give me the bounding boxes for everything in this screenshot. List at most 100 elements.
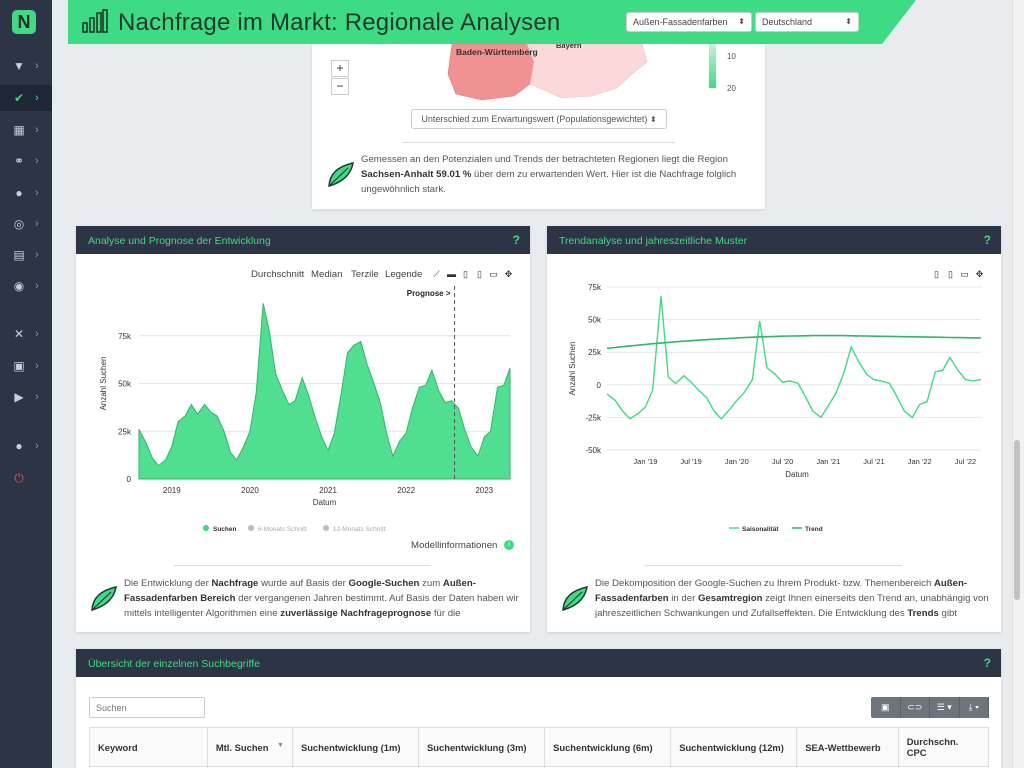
toggle-view-icon[interactable]: ⊂⊃: [901, 697, 930, 718]
divider: [174, 565, 431, 566]
chevron-right-icon: ›: [35, 124, 39, 136]
toolbar-tertiles[interactable]: Terzile: [351, 269, 379, 280]
toolbar-average[interactable]: Durchschnitt: [251, 269, 305, 280]
table-header-cell[interactable]: Suchentwicklung (12m): [670, 727, 798, 767]
category-select[interactable]: Außen-Fassadenfarben ⬍: [626, 12, 752, 32]
pdf-icon[interactable]: ▯: [463, 269, 468, 279]
help-icon[interactable]: ?: [512, 233, 520, 247]
sidebar-item-filter[interactable]: ▼ ›: [0, 53, 52, 79]
y-axis-label: Anzahl Suchen: [568, 342, 577, 396]
pdf-icon[interactable]: ▯: [934, 269, 939, 279]
sidebar-item-eye[interactable]: ◉ ›: [0, 273, 52, 299]
y-tick-label: 0: [597, 381, 602, 390]
forecast-chart[interactable]: 0 25k 50k 75k 2019 2020 2021 2022 2023 Prognose >…: [76, 282, 530, 542]
sidebar-item-tools[interactable]: ✕ ›: [0, 321, 52, 347]
help-icon[interactable]: ?: [983, 233, 991, 247]
sidebar-item-users[interactable]: ⚭ ›: [0, 148, 52, 174]
file-icon[interactable]: ▯: [477, 269, 482, 279]
map-zoom-out-button[interactable]: −: [331, 78, 349, 95]
sort-desc-icon[interactable]: ▼: [277, 741, 284, 749]
line-chart-icon[interactable]: ⟋: [433, 269, 440, 279]
table-header-cell[interactable]: Suchentwicklung (6m): [544, 727, 672, 767]
help-icon[interactable]: ?: [983, 656, 991, 670]
map-mode-select[interactable]: Unterschied zum Erwartungswert (Populati…: [411, 109, 667, 129]
fullscreen-icon[interactable]: ✥: [975, 269, 984, 279]
table-header-cell[interactable]: Keyword: [89, 727, 208, 767]
users-icon: ⚭: [13, 154, 25, 168]
keyword-search-input[interactable]: [89, 697, 205, 718]
power-icon: ⏻: [14, 471, 24, 485]
x-axis-label: Datum: [785, 470, 809, 479]
x-tick-label: Jul '20: [772, 457, 793, 466]
table-cell: 0.66 €: [897, 766, 990, 768]
table-header-label: SEA-Wettbewerb: [805, 741, 881, 753]
x-axis-label: Datum: [313, 498, 337, 507]
y-tick-label: 25k: [588, 348, 602, 357]
trend-chart[interactable]: -50k -25k 0 25k 50k 75k Jan '19 Jul '19 Jan '20 J…: [547, 282, 1001, 542]
chevron-right-icon: ›: [35, 328, 39, 340]
map-region-by: [526, 44, 648, 99]
sidebar-item-calculator[interactable]: ▦ ›: [0, 117, 52, 143]
app-logo[interactable]: N: [12, 10, 36, 34]
table-row[interactable]: fassadenfarbe22200-32.93 %+5000 %-18.08 …: [89, 766, 990, 768]
trend-insight-text: Die Dekomposition der Google-Suchen zu I…: [595, 578, 989, 619]
forecast-panel: Analyse und Prognose der Entwicklung ? D…: [76, 226, 530, 632]
model-info-link[interactable]: Modellinformationen: [411, 540, 498, 551]
sidebar-item-id-card[interactable]: ▤ ›: [0, 242, 52, 268]
x-tick-label: 2019: [163, 486, 181, 495]
page-title: Nachfrage im Markt: Regionale Analysen: [118, 9, 561, 36]
columns-dropdown-icon[interactable]: ☰ ▾: [930, 697, 960, 718]
trend-panel-header: Trendanalyse und jahreszeitliche Muster …: [547, 226, 1001, 254]
leaf-logo-icon: [562, 586, 588, 612]
legend-item: 6-Monats Schnitt: [258, 526, 307, 533]
sidebar-item-lock[interactable]: ▣ ›: [0, 353, 52, 379]
file-icon[interactable]: ▯: [948, 269, 953, 279]
chevron-right-icon: ›: [35, 280, 39, 292]
sidebar-item-lightbulb[interactable]: ● ›: [0, 180, 52, 206]
chevron-right-icon: ›: [35, 187, 39, 199]
x-tick-label: Jan '20: [725, 457, 749, 466]
chevron-right-icon: ›: [35, 249, 39, 261]
forecast-panel-title: Analyse und Prognose der Entwicklung: [88, 235, 271, 247]
info-icon[interactable]: i: [504, 540, 514, 550]
x-tick-label: 2023: [475, 486, 493, 495]
fullscreen-icon[interactable]: ✥: [504, 269, 513, 279]
table-header-label: Suchentwicklung (3m): [427, 741, 527, 753]
table-header-cell[interactable]: Suchentwicklung (1m): [291, 727, 420, 767]
table-header-label: Suchentwicklung (6m): [553, 741, 653, 753]
x-tick-label: Jan '22: [908, 457, 932, 466]
pagination-toggle-icon[interactable]: ▣: [871, 697, 901, 718]
region-select[interactable]: Deutschland ⬍: [755, 12, 859, 32]
sidebar-item-user[interactable]: ● ›: [0, 433, 52, 459]
sidebar-item-target[interactable]: ◎ ›: [0, 211, 52, 237]
table-toolbar: ▣ ⊂⊃ ☰ ▾ ⤓ ▾: [871, 697, 989, 718]
bar-chart-icon: [82, 9, 108, 33]
map-zoom-in-button[interactable]: +: [331, 60, 349, 77]
page-scrollbar[interactable]: [1012, 0, 1024, 768]
trend-panel-title: Trendanalyse und jahreszeitliche Muster: [559, 235, 748, 247]
toolbar-median[interactable]: Median: [311, 269, 343, 280]
forecast-annotation: Prognose >: [407, 289, 451, 298]
toolbar-legend[interactable]: Legende: [385, 269, 423, 280]
divider: [402, 142, 675, 143]
sidebar-item-power[interactable]: ⏻: [0, 465, 52, 491]
keywords-panel: Übersicht der einzelnen Suchbegriffe ? ▣…: [76, 649, 1001, 768]
sidebar-item-check[interactable]: ✔ ›: [0, 85, 52, 111]
tools-icon: ✕: [13, 327, 25, 341]
page-scrollbar-thumb[interactable]: [1014, 440, 1020, 600]
table-header-cell[interactable]: Durchschn. CPC: [897, 727, 990, 767]
y-tick-label: -25k: [585, 413, 602, 422]
table-header-cell[interactable]: Suchentwicklung (3m): [418, 727, 546, 767]
table-header-cell[interactable]: Mtl. Suchen ▼: [206, 727, 293, 767]
table-header-cell[interactable]: SEA-Wettbewerb: [796, 727, 899, 767]
trend-panel: Trendanalyse und jahreszeitliche Muster …: [547, 226, 1001, 632]
print-icon[interactable]: ▭: [960, 269, 969, 279]
sidebar-item-play[interactable]: ▶ ›: [0, 384, 52, 410]
print-icon[interactable]: ▭: [489, 269, 498, 279]
map-label-bw: Baden-Württemberg: [456, 47, 538, 57]
target-icon: ◎: [13, 217, 25, 231]
export-dropdown-icon[interactable]: ⤓ ▾: [960, 697, 989, 718]
minus-box-icon[interactable]: ▬: [447, 269, 456, 279]
germany-map[interactable]: Baden-Württemberg Bayern: [442, 44, 672, 104]
y-tick-label: 50k: [118, 380, 132, 389]
